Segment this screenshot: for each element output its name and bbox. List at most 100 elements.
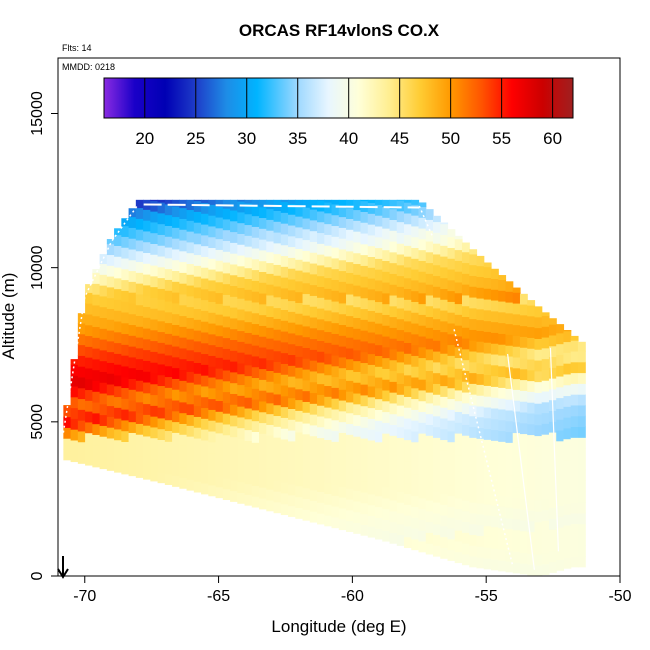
field-cell: [534, 403, 543, 415]
field-cell: [367, 526, 376, 538]
field-cell: [476, 297, 485, 310]
field-cell: [114, 310, 122, 322]
field-cell: [201, 385, 209, 398]
field-cell: [404, 331, 412, 343]
field-cell: [577, 448, 586, 460]
field-cell: [309, 262, 318, 275]
field-cell: [375, 344, 383, 357]
field-cell: [135, 466, 144, 478]
field-cell: [302, 444, 311, 456]
field-cell: [288, 300, 296, 312]
field-cell: [498, 549, 507, 561]
field-cell: [259, 433, 267, 445]
field-cell: [215, 281, 224, 294]
field-cell: [128, 281, 137, 293]
field-cell: [433, 383, 441, 395]
field-cell: [440, 450, 449, 462]
field-cell: [179, 283, 188, 295]
field-cell: [353, 199, 362, 211]
field-cell: [490, 299, 499, 312]
field-cell: [150, 318, 159, 331]
field-cell: [353, 457, 362, 470]
field-cell: [570, 480, 579, 492]
field-cell: [375, 376, 383, 389]
field-cell: [114, 288, 122, 300]
field-cell: [215, 368, 224, 380]
field-cell: [418, 368, 427, 380]
field-cell: [114, 418, 122, 430]
field-cell: [77, 398, 86, 410]
field-cell: [295, 377, 304, 390]
field-cell: [527, 466, 536, 479]
field-cell: [498, 495, 507, 507]
field-cell: [331, 376, 340, 388]
field-cell: [519, 368, 528, 381]
field-cell: [179, 250, 188, 263]
x-axis: -70 -65 -60 -55 -50: [73, 576, 632, 605]
field-cell: [505, 377, 514, 389]
field-cell: [186, 457, 195, 470]
field-cell: [360, 286, 369, 299]
field-cell: [346, 455, 354, 468]
field-cell: [498, 290, 507, 302]
field-cell: [461, 391, 470, 404]
field-cell: [505, 463, 514, 476]
field-cell: [186, 468, 195, 480]
field-cell: [121, 419, 130, 432]
field-cell: [230, 350, 238, 362]
field-cell: [309, 478, 318, 491]
field-cell: [331, 199, 340, 205]
field-cell: [266, 338, 275, 350]
field-cell: [288, 311, 296, 323]
field-cell: [143, 284, 151, 297]
field-cell: [143, 392, 151, 405]
field-cell: [150, 448, 159, 460]
field-cell: [208, 322, 217, 335]
field-cell: [331, 279, 340, 291]
field-cell: [186, 209, 195, 221]
field-cell: [317, 351, 325, 363]
field-cell: [106, 319, 115, 331]
field-cell: [367, 396, 376, 409]
field-cell: [309, 241, 318, 253]
field-cell: [556, 397, 565, 409]
field-cell: [273, 242, 282, 255]
field-cell: [411, 452, 420, 464]
field-cell: [186, 360, 195, 372]
field-cell: [454, 260, 463, 272]
field-cell: [135, 304, 144, 317]
field-cell: [389, 424, 398, 436]
field-cell: [527, 300, 536, 306]
field-cell: [346, 326, 354, 338]
field-cell: [106, 276, 115, 288]
field-cell: [548, 507, 557, 519]
field-cell: [476, 255, 485, 267]
field-cell: [222, 413, 231, 425]
field-cell: [577, 545, 586, 557]
field-cell: [215, 238, 224, 250]
field-cell: [222, 467, 231, 479]
field-cell: [266, 489, 275, 501]
field-cell: [128, 259, 137, 272]
field-cell: [317, 340, 325, 352]
field-cell: [382, 228, 391, 240]
field-cell: [230, 209, 238, 222]
field-cell: [440, 396, 449, 408]
field-cell: [570, 523, 579, 535]
field-cell: [476, 384, 485, 396]
field-cell: [346, 412, 354, 425]
field-cell: [527, 488, 536, 500]
field-cell: [77, 387, 86, 400]
field-cell: [396, 534, 405, 546]
field-cell: [367, 429, 376, 441]
field-cell: [237, 341, 246, 353]
field-cell: [447, 452, 456, 464]
field-cell: [150, 351, 159, 363]
field-cell: [440, 493, 449, 505]
field-cell: [70, 375, 79, 387]
field-cell: [201, 321, 209, 333]
field-cell: [128, 292, 137, 304]
field-cell: [541, 312, 550, 316]
field-cell: [179, 304, 188, 317]
field-cell: [135, 444, 144, 457]
